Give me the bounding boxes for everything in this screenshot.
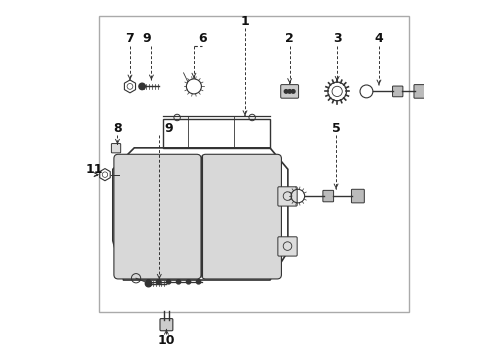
FancyBboxPatch shape <box>392 86 403 97</box>
Circle shape <box>156 280 161 284</box>
Circle shape <box>284 90 288 93</box>
FancyBboxPatch shape <box>98 16 409 312</box>
Text: 9: 9 <box>164 122 172 135</box>
FancyBboxPatch shape <box>351 189 364 203</box>
Text: 7: 7 <box>125 32 134 45</box>
Text: 4: 4 <box>374 32 383 45</box>
Circle shape <box>288 90 292 93</box>
Circle shape <box>147 280 151 284</box>
Text: 11: 11 <box>85 163 102 176</box>
Text: 10: 10 <box>158 333 175 347</box>
FancyBboxPatch shape <box>278 237 297 256</box>
Circle shape <box>167 280 171 284</box>
Text: 8: 8 <box>113 122 122 135</box>
FancyBboxPatch shape <box>114 154 201 279</box>
Circle shape <box>139 83 146 90</box>
Text: 5: 5 <box>332 122 341 135</box>
Text: 2: 2 <box>285 32 294 45</box>
Circle shape <box>146 280 152 287</box>
Text: 9: 9 <box>143 32 151 45</box>
FancyBboxPatch shape <box>278 187 297 206</box>
FancyBboxPatch shape <box>160 319 173 331</box>
Circle shape <box>186 280 191 284</box>
FancyBboxPatch shape <box>201 154 281 279</box>
Circle shape <box>176 280 181 284</box>
FancyBboxPatch shape <box>414 85 427 98</box>
FancyBboxPatch shape <box>323 190 334 202</box>
Circle shape <box>292 90 295 93</box>
FancyBboxPatch shape <box>281 85 298 98</box>
FancyBboxPatch shape <box>111 144 121 153</box>
Text: 1: 1 <box>241 14 249 27</box>
Circle shape <box>196 280 201 284</box>
Text: 3: 3 <box>333 32 342 45</box>
Text: 6: 6 <box>198 32 206 45</box>
